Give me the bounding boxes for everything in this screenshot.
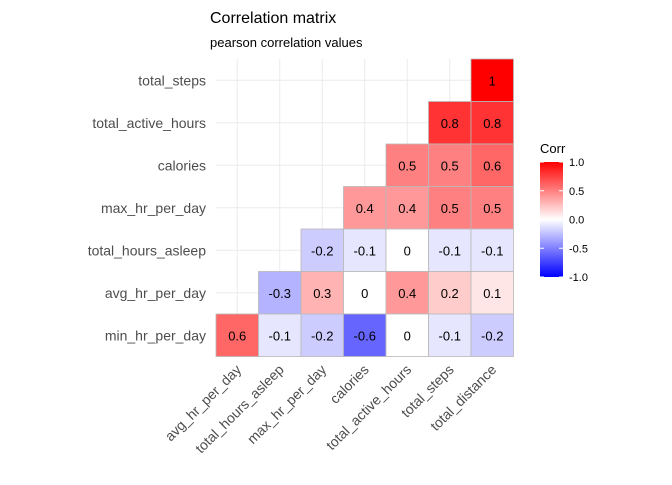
tile-value-label: -0.2 <box>311 328 333 343</box>
tile-value-labels: 1 0.8 0.8 0.5 0.5 0.6 0.4 0.4 0.5 0.5 -0.2 -0.1 0 -0.… <box>228 73 503 343</box>
y-tick-label: calories <box>158 157 206 173</box>
heatmap-tile <box>470 228 514 272</box>
y-tick-label: total_hours_asleep <box>88 242 207 258</box>
heatmap-tile <box>470 101 514 145</box>
legend-tick-label: -0.5 <box>569 243 588 255</box>
tile-value-label: 0.3 <box>313 286 331 301</box>
heatmap-tiles <box>215 58 514 357</box>
heatmap-tile <box>343 186 387 230</box>
heatmap-tile <box>258 271 302 315</box>
legend-tick-label: -1.0 <box>569 272 588 284</box>
tile-value-label: -0.6 <box>354 328 376 343</box>
tile-value-label: 0.6 <box>483 158 501 173</box>
tile-value-label: -0.2 <box>481 328 503 343</box>
legend-title: Corr <box>540 141 566 156</box>
heatmap-tile <box>258 313 302 357</box>
legend-tick-labels: 1.0 0.5 0.0 -0.5 -1.0 <box>540 157 588 284</box>
tile-value-label: 0.5 <box>483 201 501 216</box>
heatmap-tile <box>385 313 429 357</box>
tile-value-label: -0.2 <box>311 243 333 258</box>
heatmap-tile <box>428 313 472 357</box>
chart-title: Correlation matrix <box>210 10 336 27</box>
tile-value-label: -0.3 <box>269 286 291 301</box>
tile-value-label: 1 <box>489 73 496 88</box>
legend-colorbar <box>540 162 563 277</box>
legend-tick-label: 0.5 <box>569 186 584 198</box>
legend-tick-label: 0.0 <box>569 215 584 227</box>
y-tick-label: avg_hr_per_day <box>105 285 206 301</box>
heatmap-tile <box>300 313 344 357</box>
heatmap-tile <box>343 228 387 272</box>
tile-value-label: -0.1 <box>439 243 461 258</box>
heatmap-tile <box>470 313 514 357</box>
y-tick-label: min_hr_per_day <box>105 327 206 343</box>
legend-tick-label: 1.0 <box>569 157 584 169</box>
tile-value-label: -0.1 <box>269 328 291 343</box>
x-tick-label: avg_hr_per_day <box>162 361 245 444</box>
tile-value-label: 0.2 <box>441 286 459 301</box>
x-axis-tick-labels: avg_hr_per_daytotal_hours_asleepmax_hr_p… <box>162 361 500 456</box>
tile-value-label: 0.4 <box>398 286 416 301</box>
chart-subtitle: pearson correlation values <box>210 35 363 50</box>
tile-value-label: 0.8 <box>441 116 459 131</box>
tile-value-label: 0.5 <box>441 158 459 173</box>
tile-value-label: 0.1 <box>483 286 501 301</box>
heatmap-tile <box>300 228 344 272</box>
tile-value-label: 0.6 <box>228 328 246 343</box>
heatmap-tile <box>470 143 514 187</box>
tile-value-label: 0.8 <box>483 116 501 131</box>
heatmap-tile <box>470 186 514 230</box>
heatmap-tile <box>470 58 514 102</box>
tile-value-label: 0.4 <box>398 201 416 216</box>
tile-value-label: 0 <box>361 286 368 301</box>
tile-value-label: 0.4 <box>356 201 374 216</box>
y-tick-label: total_active_hours <box>92 115 206 131</box>
y-tick-label: total_steps <box>138 72 206 88</box>
y-axis-tick-labels: total_steps total_active_hours calories max… <box>88 72 207 343</box>
tile-value-label: 0 <box>404 328 411 343</box>
tile-value-label: 0 <box>404 243 411 258</box>
tile-value-label: -0.1 <box>354 243 376 258</box>
heatmap-tile <box>470 271 514 315</box>
y-tick-label: max_hr_per_day <box>101 200 206 216</box>
heatmap-tile <box>343 313 387 357</box>
x-tick-label: max_hr_per_day <box>244 361 330 447</box>
tile-value-label: 0.5 <box>441 201 459 216</box>
tile-value-label: -0.1 <box>439 328 461 343</box>
tile-value-label: -0.1 <box>481 243 503 258</box>
color-legend: Corr 1.0 0.5 0.0 -0.5 -1.0 <box>540 141 588 284</box>
tile-value-label: 0.5 <box>398 158 416 173</box>
heatmap-tile <box>385 186 429 230</box>
